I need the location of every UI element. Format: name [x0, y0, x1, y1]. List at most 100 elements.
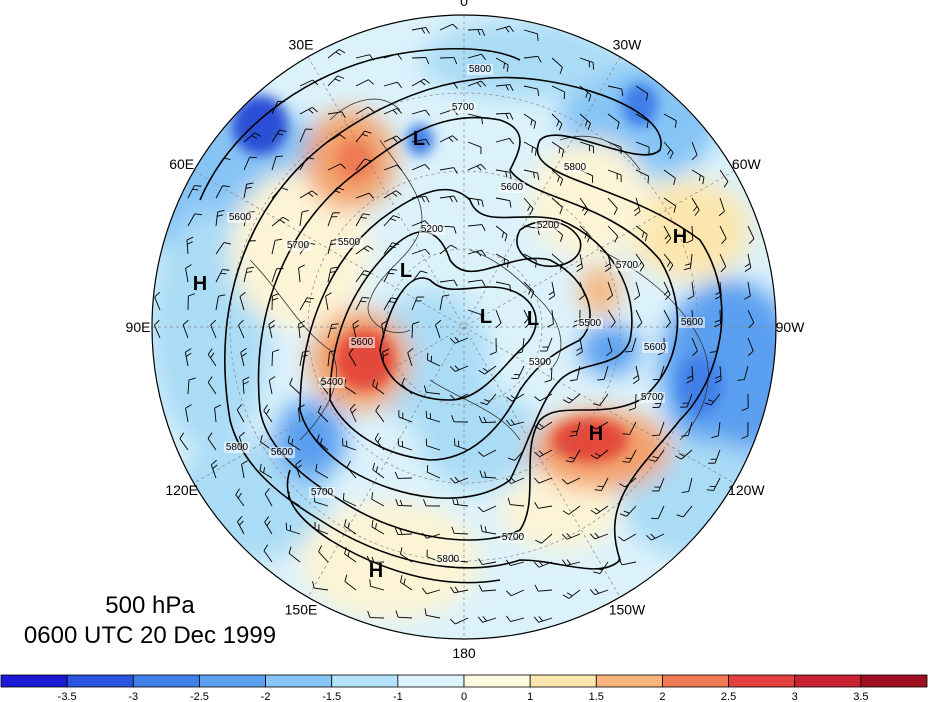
wind-barb	[411, 78, 430, 87]
wind-barb	[342, 492, 357, 507]
wind-barb	[449, 336, 469, 344]
wind-barb	[533, 477, 553, 484]
wind-barb	[489, 337, 497, 356]
wind-barb	[411, 296, 425, 311]
wind-barb	[411, 248, 431, 255]
lon-150w-label: 150W	[609, 601, 646, 617]
wind-barb	[425, 410, 441, 423]
wind-barb	[534, 393, 553, 402]
colorbar-tick-label: 1.5	[589, 691, 604, 702]
wind-barb	[355, 158, 372, 171]
high-center-marker: H	[193, 273, 207, 295]
colorbar-tick-label: -2.5	[190, 691, 209, 702]
wind-barb	[505, 477, 525, 484]
wind-barb	[299, 190, 318, 199]
wind-barb	[187, 213, 202, 227]
wind-barb	[238, 319, 245, 339]
wind-barb	[411, 138, 430, 146]
lon-150e-label: 150E	[285, 601, 318, 617]
wind-barb	[576, 253, 583, 272]
wind-barb	[607, 225, 619, 243]
wind-barb	[398, 410, 413, 423]
wind-barb	[299, 157, 314, 171]
wind-barb	[316, 434, 329, 451]
lon-60w-label: 60W	[732, 156, 762, 172]
wind-barb	[495, 225, 508, 242]
wind-barb	[383, 53, 403, 60]
wind-barb	[495, 309, 502, 329]
colorbar-box	[66, 674, 134, 688]
wind-barb	[628, 393, 637, 411]
wind-barb	[635, 309, 643, 329]
lon-0-label: 0	[460, 0, 468, 9]
wind-barb	[346, 460, 357, 479]
wind-barb	[382, 348, 390, 367]
wind-barb	[607, 169, 622, 182]
wind-barb	[480, 524, 497, 535]
longitude-labels: 0 30W 60W 90W 120W 150W 180 150E 120E 90E 60E 30E	[126, 0, 806, 661]
wind-barb	[551, 169, 564, 186]
wind-barb	[523, 309, 531, 329]
wind-barb	[299, 128, 313, 143]
wind-barb	[562, 589, 581, 599]
lon-30w-label: 30W	[613, 37, 643, 53]
wind-barb	[683, 253, 693, 271]
wind-barb	[153, 319, 161, 339]
wind-barb	[215, 269, 230, 283]
wind-barb	[449, 476, 469, 484]
wind-barb	[271, 349, 280, 367]
wind-barb	[561, 532, 581, 540]
wind-barb	[450, 586, 469, 594]
wind-barb	[185, 404, 192, 423]
wind-barb	[312, 581, 329, 591]
wind-barb	[535, 533, 553, 544]
wind-barb	[663, 141, 674, 159]
wind-barb	[411, 321, 420, 339]
wind-barb	[207, 348, 217, 367]
wind-barb	[423, 385, 441, 395]
colorbar-box	[595, 674, 663, 688]
wind-barb	[635, 85, 649, 101]
wind-barb	[383, 81, 403, 89]
wind-barb	[426, 352, 441, 367]
wind-barb	[551, 197, 563, 215]
contour-label: 5200	[537, 220, 560, 231]
wind-barb	[648, 449, 665, 462]
wind-barb	[479, 470, 497, 479]
colorbar-box	[331, 674, 399, 688]
wind-barb	[374, 432, 385, 451]
wind-barb	[523, 113, 537, 129]
wind-barb	[562, 559, 581, 566]
wind-barb	[562, 393, 581, 404]
wind-barb	[299, 106, 318, 115]
wind-barb	[288, 546, 301, 563]
wind-barb	[565, 449, 581, 463]
wind-barb	[352, 320, 359, 339]
wind-barb	[507, 497, 525, 507]
colorbar-box	[529, 674, 597, 688]
wind-barb	[686, 225, 694, 244]
wind-barb	[534, 449, 553, 458]
wind-barb	[618, 533, 637, 542]
wind-barb	[187, 377, 196, 395]
wind-barb	[478, 365, 497, 375]
wind-barb	[411, 195, 430, 203]
wind-barb	[327, 75, 345, 87]
wind-barb	[299, 350, 310, 367]
wind-barb	[467, 197, 484, 208]
wind-barb	[523, 85, 540, 97]
lon-90e-label: 90E	[126, 319, 151, 335]
wind-barb	[421, 587, 441, 595]
wind-barb	[606, 337, 613, 357]
high-center-marker: H	[369, 560, 383, 582]
wind-barb	[709, 337, 721, 353]
wind-barb	[719, 253, 727, 273]
wind-barb	[505, 419, 525, 427]
wind-barb	[400, 575, 413, 591]
colorbar-box	[728, 674, 796, 688]
wind-barb	[355, 297, 370, 311]
low-center-marker: L	[480, 306, 492, 328]
contour-label: 5700	[641, 392, 664, 403]
wind-barb	[411, 57, 430, 65]
wind-barb	[681, 477, 693, 493]
